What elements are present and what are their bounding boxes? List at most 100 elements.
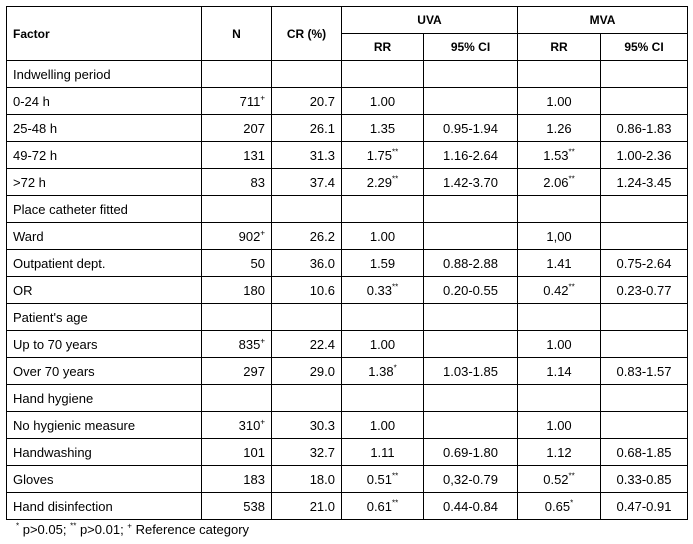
mva-rr-cell-significance-mark: ** xyxy=(568,174,575,184)
risk-factor-table: Factor N CR (%) UVA MVA RR 95% CI RR 95%… xyxy=(6,6,689,520)
table-row: OR 180 10.6 0.33** 0.20-0.55 0.42** 0.23-0.77 xyxy=(6,276,689,304)
uva-ci-cell-text: 0.95-1.94 xyxy=(443,120,498,136)
header-row-2: RR 95% CI RR 95% CI xyxy=(7,33,689,61)
factor-cell-text: Outpatient dept. xyxy=(13,255,106,271)
mva-rr-cell-text: 0.42 xyxy=(543,282,569,298)
footnote-p1-text: p>0.05; xyxy=(19,522,71,537)
cr-cell-text: 30.3 xyxy=(309,417,335,433)
header-mva: MVA xyxy=(517,6,689,34)
n-cell-significance-mark: + xyxy=(260,336,265,346)
cr-cell-text: 31.3 xyxy=(309,147,335,163)
mva-rr-cell-significance-mark: * xyxy=(570,498,574,508)
cr-cell-text: 22.4 xyxy=(309,336,335,352)
n-cell: 180 xyxy=(201,276,272,304)
mva-ci-cell xyxy=(600,222,689,250)
table-row: Hand disinfection 538 21.0 0.61** 0.44-0.84 0… xyxy=(6,492,689,520)
mva-rr-cell-significance-mark: ** xyxy=(568,471,575,481)
group-row: Patient's age xyxy=(6,303,689,331)
header-uva: UVA xyxy=(340,6,519,34)
mva-rr-cell: 1.00 xyxy=(517,87,602,115)
factor-cell-text: 0-24 h xyxy=(13,93,50,109)
header-uva-rr: RR xyxy=(341,33,424,61)
mva-rr-cell-text: 1.12 xyxy=(546,444,572,460)
uva-rr-cell: 1.00 xyxy=(341,222,424,250)
empty-cell xyxy=(201,195,272,223)
factor-cell: Ward xyxy=(6,222,202,250)
n-cell-text: 711 xyxy=(239,93,261,109)
footnote-p2-text: p>0.01; xyxy=(76,522,128,537)
factor-cell-text: Ward xyxy=(13,228,44,244)
n-cell: 902+ xyxy=(201,222,272,250)
mva-rr-cell-text: 0.65 xyxy=(544,498,571,514)
cr-cell: 18.0 xyxy=(271,465,342,493)
header-n: N xyxy=(201,6,272,61)
group-label-text: Indwelling period xyxy=(13,66,111,82)
uva-ci-cell: 0.95-1.94 xyxy=(422,114,519,142)
empty-cell xyxy=(517,303,602,331)
mva-rr-cell: 0.42** xyxy=(517,276,602,304)
mva-ci-cell: 1.00-2.36 xyxy=(600,141,689,169)
uva-ci-cell-text: 0.44-0.84 xyxy=(443,498,498,514)
header-cr: CR (%) xyxy=(271,6,342,61)
cr-cell-text: 10.6 xyxy=(309,282,335,298)
group-label: Place catheter fitted xyxy=(6,195,202,223)
n-cell: 711+ xyxy=(201,87,272,115)
mva-rr-cell: 1.00 xyxy=(517,411,602,439)
mva-rr-cell: 1.26 xyxy=(517,114,602,142)
empty-cell xyxy=(271,384,342,412)
n-cell: 183 xyxy=(201,465,272,493)
uva-rr-cell-significance-mark: ** xyxy=(392,282,399,292)
factor-cell-text: Handwashing xyxy=(13,444,92,460)
n-cell: 297 xyxy=(201,357,272,385)
n-cell-text: 297 xyxy=(243,363,265,379)
group-label: Patient's age xyxy=(6,303,202,331)
uva-ci-cell xyxy=(422,411,519,439)
uva-rr-cell-text: 1.59 xyxy=(369,255,396,271)
empty-cell xyxy=(341,384,424,412)
n-cell-text: 310 xyxy=(238,417,261,433)
cr-cell-text: 26.1 xyxy=(309,120,335,136)
factor-cell: 49-72 h xyxy=(6,141,202,169)
mva-rr-cell: 1.14 xyxy=(517,357,602,385)
empty-cell xyxy=(341,303,424,331)
factor-cell-text: No hygienic measure xyxy=(13,417,136,433)
factor-cell-text: Over 70 years xyxy=(13,363,95,379)
table-row: Ward 902+ 26.2 1.00 1,00 xyxy=(6,222,689,250)
mva-rr-cell: 0.52** xyxy=(517,465,602,493)
n-cell-text: 835 xyxy=(238,336,261,352)
cr-cell: 37.4 xyxy=(271,168,342,196)
table-row: Gloves 183 18.0 0.51** 0,32-0.79 0.52** 0.33-0… xyxy=(6,465,689,493)
factor-cell: Over 70 years xyxy=(6,357,202,385)
table-row: 0-24 h 711+ 20.7 1.00 1.00 xyxy=(6,87,689,115)
uva-rr-cell: 1.00 xyxy=(341,411,424,439)
uva-rr-cell-significance-mark: ** xyxy=(392,471,399,481)
factor-cell-text: Gloves xyxy=(13,471,54,487)
uva-rr-cell: 1.35 xyxy=(341,114,424,142)
n-cell-significance-mark: + xyxy=(260,93,265,103)
group-row: Hand hygiene xyxy=(6,384,689,412)
mva-rr-cell-text: 1.00 xyxy=(546,336,572,352)
group-label-text: Place catheter fitted xyxy=(13,201,128,217)
n-cell-text: 101 xyxy=(243,444,265,460)
n-cell: 83 xyxy=(201,168,272,196)
table-row: Up to 70 years 835+ 22.4 1.00 1.00 xyxy=(6,330,689,358)
uva-rr-cell-text: 2.29 xyxy=(366,174,393,190)
mva-ci-cell-text: 0.47-0.91 xyxy=(616,498,672,514)
mva-ci-cell xyxy=(600,87,689,115)
uva-rr-cell-text: 1.00 xyxy=(369,417,396,433)
n-cell: 50 xyxy=(201,249,272,277)
header-mva-rr: RR xyxy=(517,33,602,61)
uva-ci-cell-text: 1.16-2.64 xyxy=(443,147,498,163)
uva-rr-cell-text: 1.75 xyxy=(366,147,393,163)
factor-cell: Up to 70 years xyxy=(6,330,202,358)
empty-cell xyxy=(600,195,689,223)
cr-cell: 32.7 xyxy=(271,438,342,466)
mva-ci-cell-text: 0.23-0.77 xyxy=(616,282,672,298)
factor-cell-text: 49-72 h xyxy=(13,147,58,163)
header-mva-ci: 95% CI xyxy=(600,33,689,61)
table-row: >72 h 83 37.4 2.29** 1.42-3.70 2.06** 1.24-3.4… xyxy=(6,168,689,196)
uva-rr-cell-significance-mark: * xyxy=(393,363,397,373)
table-row: Handwashing 101 32.7 1.11 0.69-1.80 1.12 0.68-… xyxy=(6,438,689,466)
mva-rr-cell-text: 0.52 xyxy=(543,471,569,487)
